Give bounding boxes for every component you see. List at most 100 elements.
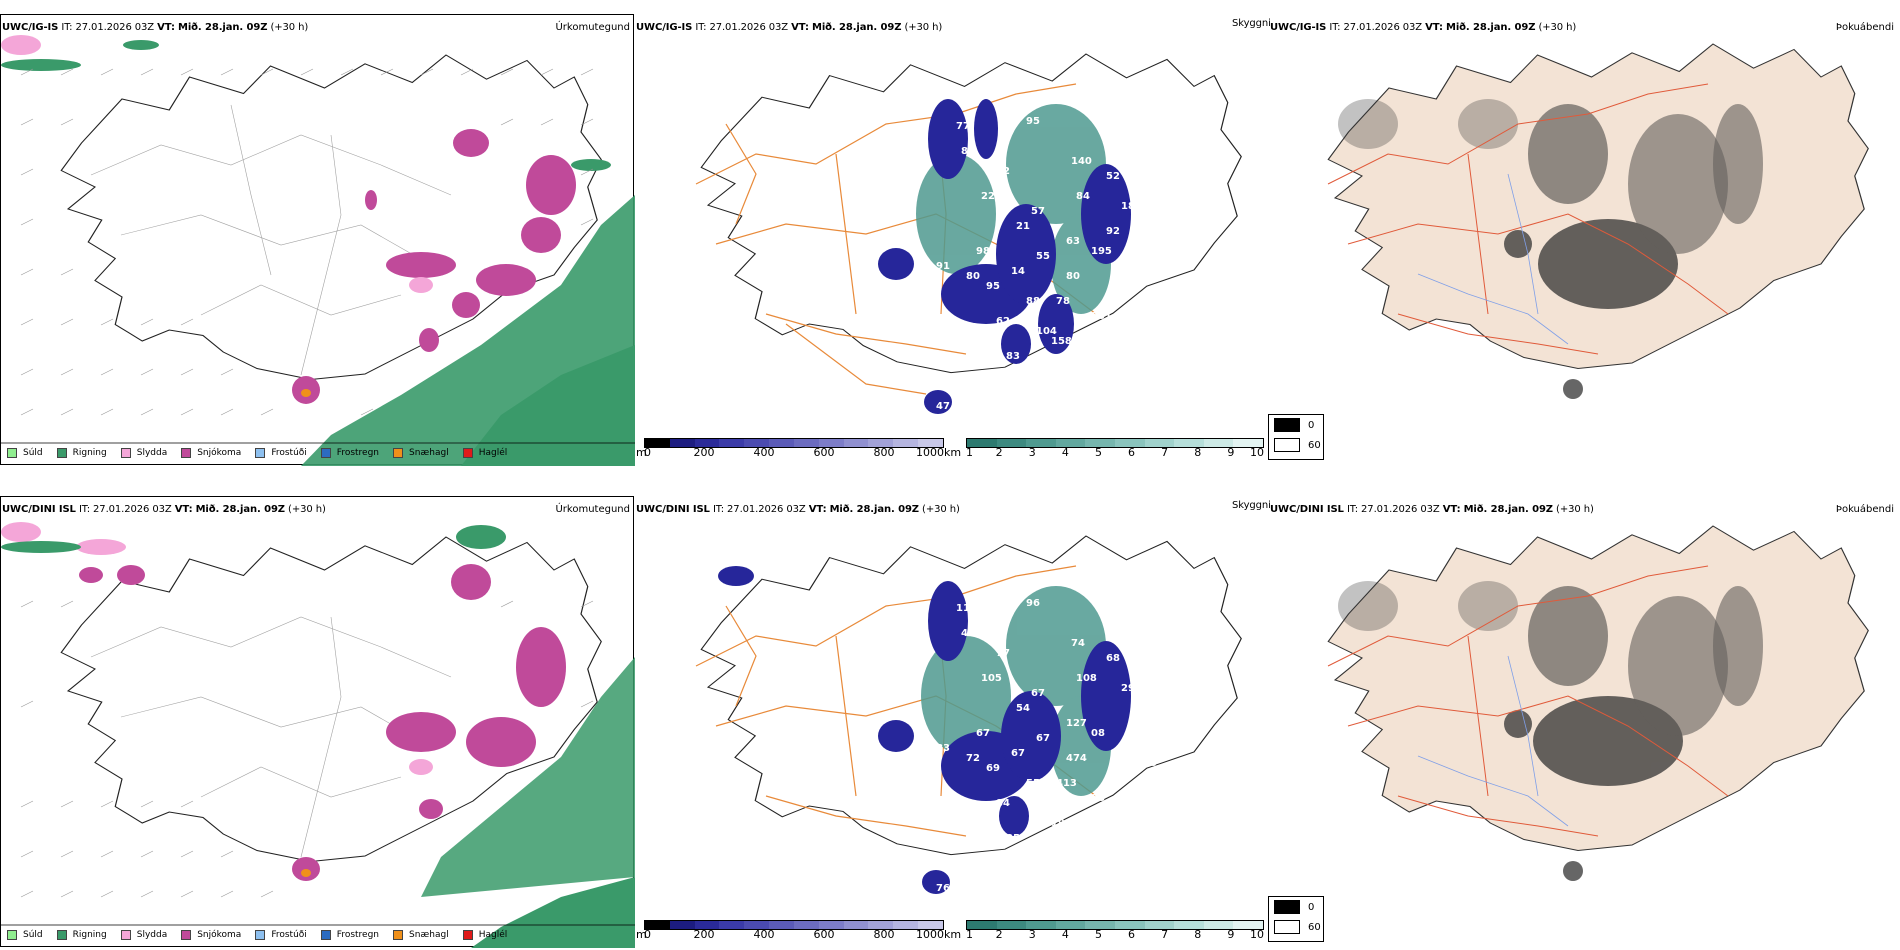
- visibility-unit-row2: km: [944, 928, 962, 941]
- legend-swatch: [255, 448, 266, 458]
- legend-item-2: Slydda: [120, 448, 167, 458]
- visibility-label: 08: [1091, 728, 1105, 739]
- colorbar-segment: [769, 439, 794, 447]
- precip-legend-row2: Súld Rigning Slydda Snjókoma Frostúði Frostre…: [7, 930, 521, 940]
- fog-legend-row: 60: [1274, 435, 1323, 455]
- colorbar-segment: [645, 439, 670, 447]
- visibility-label: 52: [1106, 171, 1120, 182]
- precip-legend-row1: Súld Rigning Slydda Snjókoma Frostúði Frostre…: [7, 448, 521, 458]
- colorbar-tick: 1000: [916, 446, 944, 459]
- visibility-label: 67: [1036, 733, 1050, 744]
- colorbar-segment: [868, 439, 894, 447]
- precip-title-row2: UWC/DINI ISL IT: 27.01.2026 03Z VT: Mið.…: [2, 504, 326, 515]
- visibility-map-row2: 142 93 115 77 96 74 68 88 45 105 67 108 67 29 127 54 08 6…: [636, 496, 1266, 950]
- visibility-label: 84: [1076, 191, 1090, 202]
- visibility-label: 73: [1136, 276, 1150, 287]
- colorbar-segment: [818, 439, 844, 447]
- visibility-map-canvas: 101 99 77 62 95 140 52 109 82 22 57 84 14 182 63 21 195 9…: [695, 53, 1242, 414]
- legend-swatch: [462, 930, 473, 940]
- legend-label: Rigning: [72, 448, 107, 458]
- colorbar-tick: 9: [1227, 928, 1235, 941]
- fog-legend-swatch: [1274, 920, 1300, 934]
- visibility-label: 45: [961, 628, 975, 639]
- visibility-label: 67: [1031, 688, 1045, 699]
- colorbar-segment: [843, 921, 869, 929]
- visibility-label: 55: [1026, 778, 1040, 789]
- visibility-label: 109: [1146, 156, 1167, 167]
- visibility-title-row1: UWC/IG-IS IT: 27.01.2026 03Z VT: Mið. 28…: [636, 22, 943, 33]
- fog-indicator-map-row1: 0 60: [1268, 14, 1900, 474]
- visibility-value-labels: 101 99 77 62 95 140 52 109 82 22 57 84 14 182 63 21 195 9…: [936, 86, 1167, 412]
- colorbar-tick: 1: [966, 928, 973, 941]
- precip-field-name-row1: Úrkomutegund: [555, 22, 630, 33]
- colorbar-tick: 9: [1227, 446, 1235, 459]
- precip-type-map-canvas: [1, 35, 635, 466]
- precip-title-row1: UWC/IG-IS IT: 27.01.2026 03Z VT: Mið. 28…: [2, 22, 309, 33]
- visibility-label: 91: [936, 261, 950, 272]
- height-colorbar-row2: [644, 920, 944, 930]
- fog-indicator-map-row2: 0 60: [1268, 496, 1900, 950]
- legend-label: Snjókoma: [197, 448, 242, 458]
- visibility-field-name-row1: Skyggni: [1232, 18, 1271, 29]
- colorbar-segment: [918, 439, 943, 447]
- visibility-label: 77: [996, 648, 1010, 659]
- colorbar-segment: [893, 439, 919, 447]
- visibility-label: 79: [961, 818, 975, 829]
- fog-title-row1: UWC/IG-IS IT: 27.01.2026 03Z VT: Mið. 28…: [1270, 22, 1577, 33]
- colorbar-tick: 0: [644, 446, 651, 459]
- visibility-label: 77: [956, 121, 970, 132]
- visibility-label: 63: [1066, 236, 1080, 247]
- legend-item-5: Frostregn: [320, 448, 379, 458]
- legend-swatch: [120, 930, 131, 940]
- legend-label: Frostúði: [271, 930, 307, 940]
- colorbar-segment: [1114, 439, 1145, 447]
- visibility-label: 104: [1036, 326, 1057, 337]
- colorbar-tick: 10: [1250, 446, 1264, 459]
- legend-item-4: Frostúði: [255, 930, 307, 940]
- visibility-label: 29: [1121, 683, 1135, 694]
- colorbar-segment: [744, 439, 770, 447]
- fog-legend-row: 0: [1274, 415, 1323, 435]
- visibility-label: 67: [1011, 748, 1025, 759]
- colorbar-tick: 2: [995, 446, 1003, 459]
- precip-type-map-row2: Súld Rigning Slydda Snjókoma Frostúði Frostre…: [0, 496, 635, 948]
- visibility-label: 67: [976, 728, 990, 739]
- colorbar-segment: [1085, 921, 1115, 929]
- rain-areas: [1, 40, 635, 466]
- fog-legend-value: 60: [1308, 921, 1321, 933]
- visibility-label: 96: [1016, 848, 1030, 859]
- colorbar-segment: [868, 921, 894, 929]
- legend-item-7: Haglél: [462, 448, 507, 458]
- colorbar-segment: [719, 921, 745, 929]
- precip-type-map-canvas-row2: [1, 522, 635, 948]
- colorbar-segment: [1085, 439, 1115, 447]
- legend-swatch: [56, 930, 67, 940]
- fog-field-name-row1: Þokuábendi: [1835, 22, 1894, 33]
- colorbar-tick: 2: [995, 928, 1003, 941]
- colorbar-segment: [769, 921, 794, 929]
- visibility-label: 19: [1051, 818, 1065, 829]
- colorbar-segment: [669, 439, 695, 447]
- legend-item-3: Snjókoma: [181, 448, 241, 458]
- fog-field-name-row2: Þokuábendi: [1835, 504, 1894, 515]
- colorbar-tick: 1: [966, 446, 973, 459]
- legend-item-3: Snjókoma: [181, 930, 241, 940]
- legend-label: Rigning: [72, 930, 107, 940]
- colorbar-segment: [996, 439, 1027, 447]
- height-unit: m: [636, 446, 647, 459]
- visibility-label: 140: [1071, 156, 1092, 167]
- colorbar-tick: 3: [1028, 446, 1036, 459]
- legend-swatch: [393, 448, 404, 458]
- visibility-label: 88: [1146, 638, 1160, 649]
- legend-swatch: [120, 448, 131, 458]
- visibility-label: 99: [1016, 366, 1030, 377]
- colorbar-segment: [1144, 439, 1175, 447]
- colorbar-tick: 10: [1250, 928, 1264, 941]
- visibility-label: 22: [981, 191, 995, 202]
- colorbar-segment: [1233, 921, 1263, 929]
- colorbar-segment: [694, 921, 720, 929]
- height-unit-row2: m: [636, 928, 647, 941]
- colorbar-segment: [1144, 921, 1175, 929]
- legend-label: Slydda: [136, 930, 168, 940]
- visibility-label: 100: [1136, 758, 1157, 769]
